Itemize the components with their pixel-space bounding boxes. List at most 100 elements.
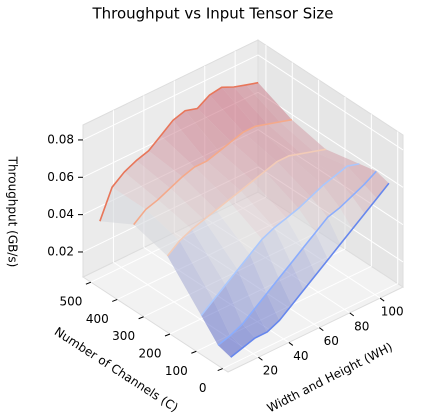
- surface-face: [221, 87, 268, 127]
- z-tick-label: 0.08: [47, 132, 74, 146]
- surface-face: [249, 239, 279, 294]
- surface-face: [203, 210, 250, 270]
- tick-mark: [288, 342, 294, 346]
- x-tick-label: 40: [293, 349, 308, 363]
- series-line: [230, 182, 390, 358]
- surface-face: [213, 285, 243, 336]
- surface-face: [291, 247, 316, 290]
- surface-face: [298, 196, 328, 233]
- surface-face: [267, 121, 314, 154]
- surface-face: [278, 263, 304, 306]
- tick-mark: [349, 312, 355, 317]
- surface-face: [246, 82, 292, 122]
- surface-face: [179, 229, 226, 301]
- surface-face: [289, 153, 336, 186]
- surface-face: [194, 161, 241, 201]
- tick-mark: [112, 298, 118, 302]
- surface-face: [255, 124, 302, 156]
- surface-face: [158, 188, 204, 230]
- surface-face: [252, 171, 299, 219]
- surface-face: [145, 199, 192, 241]
- surface-face: [262, 227, 292, 279]
- surface-face: [197, 95, 244, 142]
- surface-face: [254, 293, 280, 332]
- surface-face: [335, 166, 365, 197]
- surface-face: [274, 218, 304, 264]
- surface-face: [148, 135, 195, 177]
- surface-face: [170, 176, 217, 220]
- surface-face: [112, 172, 158, 210]
- x-axis-label: Width and Height (WH): [265, 340, 395, 415]
- surface-face: [266, 278, 292, 321]
- series-line: [217, 170, 377, 346]
- surface-face: [327, 207, 353, 245]
- tick-mark: [164, 333, 171, 337]
- surface-face: [277, 155, 323, 197]
- surface-face: [233, 84, 280, 125]
- surface-face: [242, 308, 268, 338]
- tick-mark: [379, 297, 385, 302]
- tick-mark: [258, 356, 263, 361]
- y-tick-label: 400: [86, 312, 109, 326]
- surface-face: [313, 149, 360, 167]
- surface-face: [124, 160, 171, 200]
- surface-face: [347, 163, 377, 185]
- tick-mark: [85, 281, 92, 285]
- surface-face: [225, 269, 255, 325]
- y-tick-label: 100: [165, 364, 188, 378]
- surface-face: [240, 181, 287, 228]
- surface-face: [216, 200, 262, 255]
- grid-line: [257, 54, 404, 151]
- series-line: [99, 81, 259, 222]
- tick-mark: [191, 350, 197, 354]
- series-line: [133, 118, 293, 226]
- surface-face: [206, 151, 253, 191]
- surface-face: [310, 185, 340, 218]
- grid-line: [257, 91, 404, 188]
- surface-face: [182, 167, 229, 210]
- x-tick-label: 80: [354, 319, 369, 333]
- surface-face: [301, 151, 348, 176]
- y-tick-label: 300: [112, 329, 135, 343]
- surface-face: [243, 126, 290, 162]
- x-tick-label: 100: [381, 305, 404, 319]
- tick-mark: [217, 368, 223, 372]
- surface-face: [322, 175, 352, 208]
- surface-face: [185, 108, 232, 152]
- grid-line: [222, 283, 398, 369]
- surface-face: [315, 217, 341, 260]
- y-tick-label: 500: [59, 295, 82, 309]
- surface-face: [351, 184, 377, 214]
- surface-face: [303, 232, 329, 275]
- y-tick-label: 0: [199, 381, 207, 395]
- surface-face: [279, 119, 326, 152]
- surface-face: [237, 254, 267, 309]
- surface-face: [209, 87, 256, 133]
- surface-face: [173, 110, 219, 162]
- surface-face: [191, 219, 238, 285]
- surface-face: [167, 240, 214, 316]
- surface-face: [231, 132, 277, 172]
- series-line: [200, 163, 360, 316]
- z-axis-label: Throughput (GB/s): [6, 156, 20, 268]
- z-tick-label: 0.02: [47, 244, 74, 258]
- tick-mark: [138, 316, 144, 320]
- surface-face: [99, 187, 146, 225]
- surface-face: [218, 141, 265, 181]
- y-tick-label: 200: [139, 347, 162, 361]
- x-tick-label: 60: [324, 334, 339, 348]
- surface-face: [201, 300, 231, 346]
- series-line: [166, 148, 326, 257]
- z-tick-label: 0.04: [47, 207, 74, 221]
- z-tick-label: 0.06: [47, 170, 74, 184]
- surface-face: [264, 161, 311, 209]
- tick-mark: [319, 327, 324, 332]
- surface-face: [160, 120, 207, 167]
- chart-title: Throughput vs Input Tensor Size: [91, 5, 333, 23]
- surface-face: [286, 208, 316, 248]
- x-tick-label: 20: [263, 364, 278, 378]
- surface-face: [133, 209, 180, 256]
- surface-face: [136, 150, 183, 189]
- surface-face: [228, 190, 275, 240]
